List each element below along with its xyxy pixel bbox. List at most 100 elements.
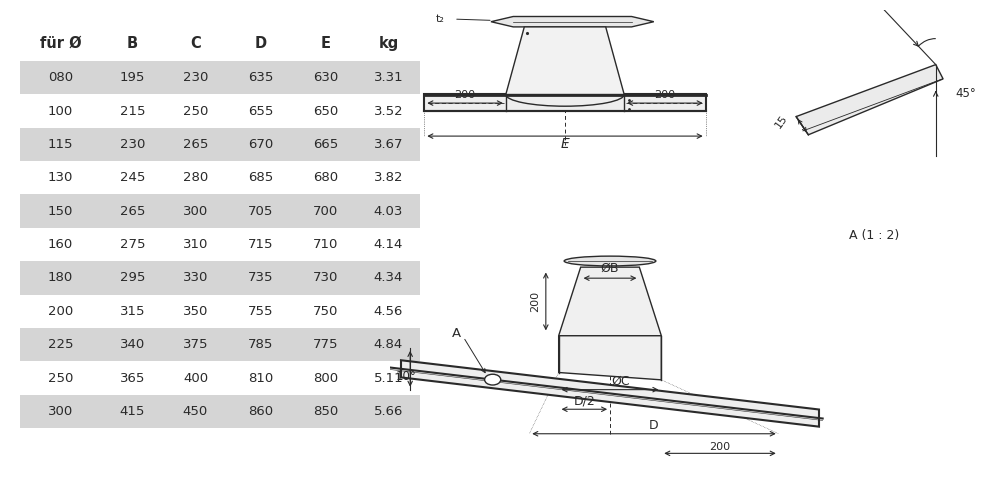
Bar	[20, 61, 420, 94]
Text: 3.82: 3.82	[374, 172, 403, 184]
Text: 850: 850	[313, 405, 338, 418]
Text: 15: 15	[773, 113, 790, 130]
Text: B: B	[127, 36, 138, 51]
Text: 730: 730	[313, 272, 338, 284]
Text: 315: 315	[120, 305, 145, 318]
Text: 195: 195	[120, 71, 145, 84]
Text: 3.52: 3.52	[374, 104, 403, 118]
Polygon shape	[559, 267, 661, 336]
Text: 630: 630	[313, 71, 338, 84]
Text: 685: 685	[248, 172, 273, 184]
Text: 710: 710	[313, 238, 338, 251]
Text: 100: 100	[48, 104, 73, 118]
Text: t₂: t₂	[436, 14, 444, 24]
Text: 655: 655	[248, 104, 273, 118]
Text: ØC: ØC	[612, 375, 630, 388]
Bar	[20, 128, 420, 161]
Bar	[20, 328, 420, 362]
Text: 200: 200	[654, 90, 675, 100]
Polygon shape	[559, 336, 661, 380]
Text: 160: 160	[48, 238, 73, 251]
Text: 810: 810	[248, 372, 273, 384]
Circle shape	[485, 374, 501, 385]
Text: 715: 715	[248, 238, 273, 251]
Text: 250: 250	[48, 372, 73, 384]
Text: 275: 275	[120, 238, 145, 251]
Text: 4.14: 4.14	[374, 238, 403, 251]
Text: 10°: 10°	[396, 370, 416, 382]
Text: 230: 230	[120, 138, 145, 151]
Polygon shape	[491, 16, 654, 27]
Polygon shape	[401, 360, 819, 426]
Text: 280: 280	[183, 172, 208, 184]
Ellipse shape	[564, 256, 656, 266]
Text: 215: 215	[120, 104, 145, 118]
Polygon shape	[506, 27, 624, 94]
Text: 775: 775	[313, 338, 338, 351]
Text: 4.34: 4.34	[374, 272, 403, 284]
Bar	[20, 395, 420, 428]
Text: 250: 250	[183, 104, 208, 118]
Text: ØB: ØB	[601, 262, 619, 275]
Text: 860: 860	[248, 405, 273, 418]
Text: für Ø: für Ø	[40, 36, 81, 51]
Text: A: A	[451, 327, 461, 340]
Text: 400: 400	[183, 372, 208, 384]
Text: 310: 310	[183, 238, 208, 251]
Text: 4.03: 4.03	[374, 204, 403, 218]
Text: 365: 365	[120, 372, 145, 384]
Text: 785: 785	[248, 338, 273, 351]
Bar	[20, 262, 420, 294]
Text: 225: 225	[48, 338, 73, 351]
Bar	[20, 194, 420, 228]
Text: 700: 700	[313, 204, 338, 218]
Text: 705: 705	[248, 204, 273, 218]
Text: 150: 150	[48, 204, 73, 218]
Text: 755: 755	[248, 305, 273, 318]
Text: 450: 450	[183, 405, 208, 418]
Text: D: D	[649, 419, 659, 432]
Text: 180: 180	[48, 272, 73, 284]
Text: 115: 115	[48, 138, 73, 151]
Text: 330: 330	[183, 272, 208, 284]
Text: 800: 800	[313, 372, 338, 384]
Text: 4.56: 4.56	[374, 305, 403, 318]
Bar	[424, 94, 706, 112]
Text: 735: 735	[248, 272, 273, 284]
Text: D: D	[254, 36, 266, 51]
Text: 635: 635	[248, 71, 273, 84]
Text: D/2: D/2	[573, 394, 595, 407]
Text: 245: 245	[120, 172, 145, 184]
Text: 265: 265	[183, 138, 208, 151]
Text: 295: 295	[120, 272, 145, 284]
Text: A (1 : 2): A (1 : 2)	[849, 229, 900, 242]
Text: C: C	[190, 36, 201, 51]
Text: E: E	[320, 36, 330, 51]
Text: 200: 200	[530, 291, 540, 312]
Text: 080: 080	[48, 71, 73, 84]
Text: kg: kg	[378, 36, 399, 51]
Text: 670: 670	[248, 138, 273, 151]
Text: 230: 230	[183, 71, 208, 84]
Text: 200: 200	[455, 90, 476, 100]
Text: 750: 750	[313, 305, 338, 318]
Text: 265: 265	[120, 204, 145, 218]
Text: 3.31: 3.31	[374, 71, 403, 84]
Text: 3.67: 3.67	[374, 138, 403, 151]
Text: 300: 300	[48, 405, 73, 418]
Polygon shape	[796, 64, 943, 135]
Text: 680: 680	[313, 172, 338, 184]
Text: 300: 300	[183, 204, 208, 218]
Text: E: E	[561, 138, 569, 151]
Text: 350: 350	[183, 305, 208, 318]
Text: 665: 665	[313, 138, 338, 151]
Text: 200: 200	[48, 305, 73, 318]
Text: 130: 130	[48, 172, 73, 184]
Text: 200: 200	[709, 442, 731, 452]
Text: 5.66: 5.66	[374, 405, 403, 418]
Text: 340: 340	[120, 338, 145, 351]
Text: 650: 650	[313, 104, 338, 118]
Text: 4.84: 4.84	[374, 338, 403, 351]
Text: 375: 375	[183, 338, 208, 351]
Text: 5.11: 5.11	[374, 372, 403, 384]
